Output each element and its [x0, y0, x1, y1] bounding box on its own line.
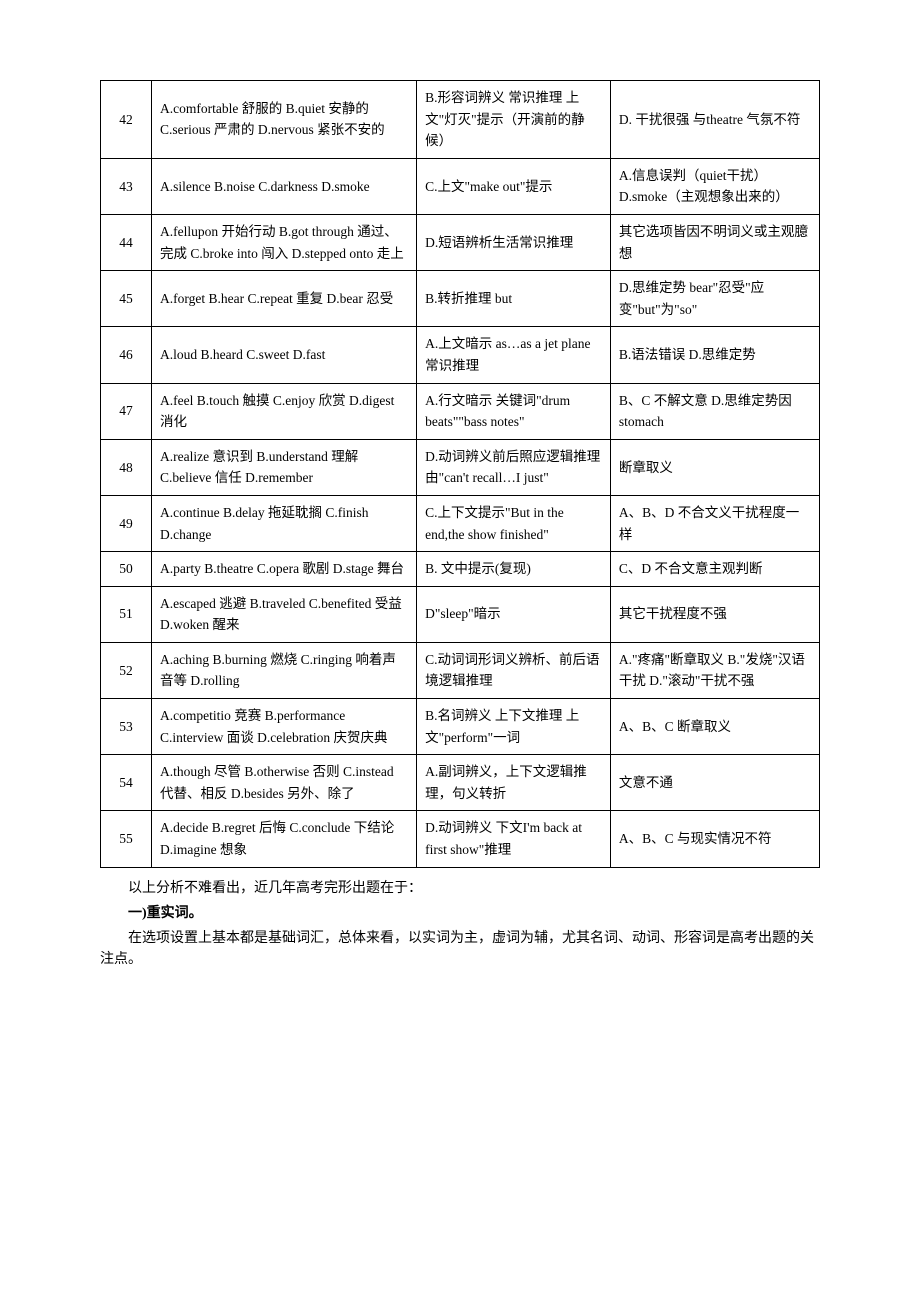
row-options: A.aching B.burning 燃烧 C.ringing 响着声音等 D.…: [151, 642, 416, 698]
row-analysis: B.转折推理 but: [417, 271, 611, 327]
table-row: 46A.loud B.heard C.sweet D.fastA.上文暗示 as…: [101, 327, 820, 383]
row-distractor: 断章取义: [610, 439, 819, 495]
page: 42A.comfortable 舒服的 B.quiet 安静的 C.seriou…: [0, 0, 920, 1034]
table-row: 53A.competitio 竞赛 B.performance C.interv…: [101, 699, 820, 755]
footer-line-1: 以上分析不难看出，近几年高考完形出题在于：: [100, 878, 820, 899]
row-distractor: A."疼痛"断章取义 B."发烧"汉语干扰 D."滚动"干扰不强: [610, 642, 819, 698]
table-row: 51A.escaped 逃避 B.traveled C.benefited 受益…: [101, 586, 820, 642]
row-analysis: B.形容词辨义 常识推理 上文"灯灭"提示（开演前的静候）: [417, 81, 611, 159]
row-options: A.party B.theatre C.opera 歌剧 D.stage 舞台: [151, 552, 416, 587]
row-distractor: D. 干扰很强 与theatre 气氛不符: [610, 81, 819, 159]
row-number: 50: [101, 552, 152, 587]
row-number: 44: [101, 214, 152, 270]
table-row: 43A.silence B.noise C.darkness D.smokeC.…: [101, 158, 820, 214]
row-analysis: D.动词辨义前后照应逻辑推理 由"can't recall…I just": [417, 439, 611, 495]
row-analysis: C.动词词形词义辨析、前后语境逻辑推理: [417, 642, 611, 698]
row-analysis: B.名词辨义 上下文推理 上文"perform"一词: [417, 699, 611, 755]
row-analysis: A.行文暗示 关键词"drum beats""bass notes": [417, 383, 611, 439]
row-distractor: 其它选项皆因不明词义或主观臆想: [610, 214, 819, 270]
row-distractor: B.语法错误 D.思维定势: [610, 327, 819, 383]
row-number: 52: [101, 642, 152, 698]
table-row: 48A.realize 意识到 B.understand 理解 C.believ…: [101, 439, 820, 495]
footer-heading-1: 一)重实词。: [100, 903, 820, 924]
row-number: 42: [101, 81, 152, 159]
row-number: 46: [101, 327, 152, 383]
row-analysis: B. 文中提示(复现): [417, 552, 611, 587]
row-number: 49: [101, 495, 152, 551]
row-options: A.escaped 逃避 B.traveled C.benefited 受益 D…: [151, 586, 416, 642]
row-options: A.though 尽管 B.otherwise 否则 C.instead 代替、…: [151, 755, 416, 811]
row-analysis: D"sleep"暗示: [417, 586, 611, 642]
row-distractor: A.信息误判（quiet干扰）D.smoke（主观想象出来的）: [610, 158, 819, 214]
table-row: 50A.party B.theatre C.opera 歌剧 D.stage 舞…: [101, 552, 820, 587]
row-number: 54: [101, 755, 152, 811]
row-distractor: 其它干扰程度不强: [610, 586, 819, 642]
footer-text: 以上分析不难看出，近几年高考完形出题在于： 一)重实词。 在选项设置上基本都是基…: [100, 878, 820, 970]
row-options: A.loud B.heard C.sweet D.fast: [151, 327, 416, 383]
row-distractor: D.思维定势 bear"忍受"应变"but"为"so": [610, 271, 819, 327]
row-analysis: A.上文暗示 as…as a jet plane 常识推理: [417, 327, 611, 383]
row-distractor: A、B、D 不合文义干扰程度一样: [610, 495, 819, 551]
row-options: A.continue B.delay 拖延耽搁 C.finish D.chang…: [151, 495, 416, 551]
row-options: A.comfortable 舒服的 B.quiet 安静的 C.serious …: [151, 81, 416, 159]
row-number: 53: [101, 699, 152, 755]
row-options: A.realize 意识到 B.understand 理解 C.believe …: [151, 439, 416, 495]
row-options: A.feel B.touch 触摸 C.enjoy 欣赏 D.digest 消化: [151, 383, 416, 439]
table-row: 52A.aching B.burning 燃烧 C.ringing 响着声音等 …: [101, 642, 820, 698]
row-number: 48: [101, 439, 152, 495]
row-number: 51: [101, 586, 152, 642]
row-number: 45: [101, 271, 152, 327]
footer-para-1: 在选项设置上基本都是基础词汇，总体来看，以实词为主，虚词为辅，尤其名词、动词、形…: [100, 928, 820, 970]
row-options: A.decide B.regret 后悔 C.conclude 下结论 D.im…: [151, 811, 416, 867]
table-row: 44A.fellupon 开始行动 B.got through 通过、完成 C.…: [101, 214, 820, 270]
table-body: 42A.comfortable 舒服的 B.quiet 安静的 C.seriou…: [101, 81, 820, 868]
table-row: 47A.feel B.touch 触摸 C.enjoy 欣赏 D.digest …: [101, 383, 820, 439]
row-distractor: B、C 不解文意 D.思维定势因 stomach: [610, 383, 819, 439]
row-analysis: D.短语辨析生活常识推理: [417, 214, 611, 270]
row-options: A.competitio 竞赛 B.performance C.intervie…: [151, 699, 416, 755]
table-row: 42A.comfortable 舒服的 B.quiet 安静的 C.seriou…: [101, 81, 820, 159]
row-distractor: C、D 不合文意主观判断: [610, 552, 819, 587]
row-options: A.silence B.noise C.darkness D.smoke: [151, 158, 416, 214]
table-row: 55A.decide B.regret 后悔 C.conclude 下结论 D.…: [101, 811, 820, 867]
table-row: 45A.forget B.hear C.repeat 重复 D.bear 忍受B…: [101, 271, 820, 327]
analysis-table: 42A.comfortable 舒服的 B.quiet 安静的 C.seriou…: [100, 80, 820, 868]
table-row: 49A.continue B.delay 拖延耽搁 C.finish D.cha…: [101, 495, 820, 551]
row-options: A.forget B.hear C.repeat 重复 D.bear 忍受: [151, 271, 416, 327]
row-distractor: A、B、C 断章取义: [610, 699, 819, 755]
row-analysis: A.副词辨义，上下文逻辑推理，句义转折: [417, 755, 611, 811]
row-analysis: C.上下文提示"But in the end,the show finished…: [417, 495, 611, 551]
row-number: 47: [101, 383, 152, 439]
row-analysis: C.上文"make out"提示: [417, 158, 611, 214]
row-analysis: D.动词辨义 下文I'm back at first show"推理: [417, 811, 611, 867]
row-number: 43: [101, 158, 152, 214]
row-options: A.fellupon 开始行动 B.got through 通过、完成 C.br…: [151, 214, 416, 270]
row-number: 55: [101, 811, 152, 867]
row-distractor: 文意不通: [610, 755, 819, 811]
row-distractor: A、B、C 与现实情况不符: [610, 811, 819, 867]
table-row: 54A.though 尽管 B.otherwise 否则 C.instead 代…: [101, 755, 820, 811]
